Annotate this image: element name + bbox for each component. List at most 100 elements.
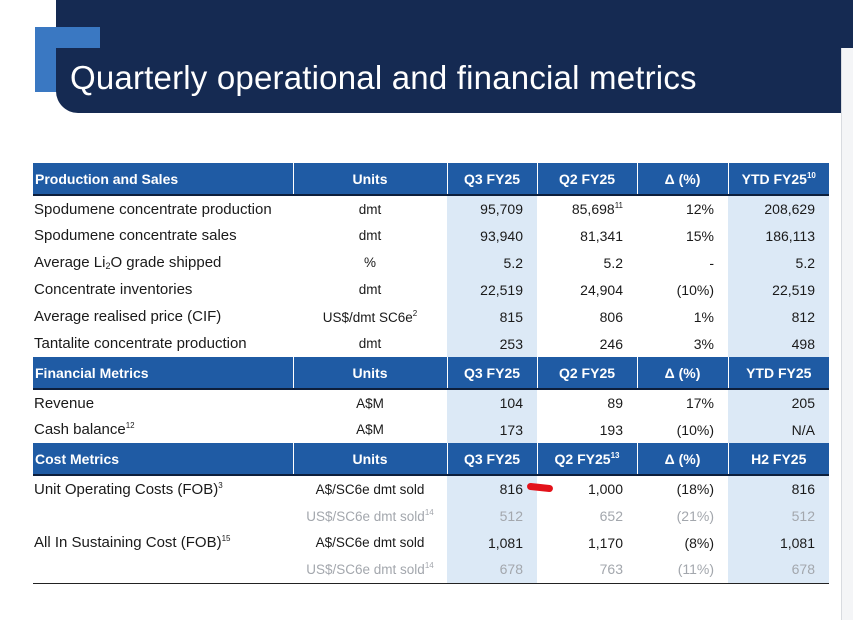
row-units: US$/dmt SC6e2	[322, 308, 418, 325]
row-ytd: 22,519	[728, 276, 829, 303]
row-delta: (18%)	[676, 481, 714, 497]
header-section-label: Financial Metrics	[33, 357, 294, 389]
row-q2: 89	[607, 395, 623, 411]
row-delta: 15%	[685, 227, 714, 244]
row-ytd: 5.2	[728, 249, 829, 276]
row-units: dmt	[358, 228, 382, 243]
row-q3: 1,081	[447, 529, 537, 556]
row-label: Spodumene concentrate sales	[34, 227, 237, 244]
table-row: Tantalite concentrate production dmt 253…	[33, 330, 829, 357]
financial-header-row: Financial Metrics Units Q3 FY25 Q2 FY25 …	[33, 357, 829, 389]
table-row: Average realised price (CIF) US$/dmt SC6…	[33, 303, 829, 330]
row-q2: 652	[599, 507, 623, 524]
row-q2: 193	[599, 421, 623, 438]
row-label: All In Sustaining Cost (FOB)15	[34, 534, 231, 551]
row-units: dmt	[358, 201, 382, 217]
header-q3: Q3 FY25	[447, 357, 538, 389]
row-delta: (11%)	[637, 556, 728, 584]
table-row: All In Sustaining Cost (FOB)15 A$/SC6e d…	[33, 529, 829, 556]
scroll-strip	[841, 48, 853, 620]
row-ytd: 512	[728, 502, 829, 529]
row-q3: 253	[447, 330, 537, 357]
row-q3: 22,519	[447, 276, 537, 303]
row-q2: 763	[537, 556, 637, 584]
row-delta: (8%)	[684, 534, 714, 551]
header-q2: Q2 FY25	[537, 163, 638, 195]
page-title: Quarterly operational and financial metr…	[70, 59, 697, 96]
row-q3: 5.2	[447, 249, 537, 276]
row-ytd: 208,629	[728, 195, 829, 222]
row-label: Cash balance12	[34, 421, 135, 438]
header-q3: Q3 FY25	[447, 443, 538, 475]
row-ytd: 812	[728, 303, 829, 330]
row-delta: (10%)	[676, 281, 714, 298]
row-units: US$/SC6e dmt sold14	[306, 507, 434, 524]
row-q2: 806	[599, 308, 623, 325]
header-q2: Q2 FY2513	[537, 443, 638, 475]
header-delta: Δ (%)	[637, 443, 729, 475]
row-q3: 95,709	[447, 195, 537, 222]
row-label: Tantalite concentrate production	[34, 335, 247, 352]
row-units: dmt	[358, 282, 382, 297]
row-q3: 512	[447, 502, 537, 529]
row-delta: 12%	[685, 201, 714, 217]
row-label: Revenue	[34, 394, 95, 412]
row-label	[33, 556, 293, 584]
row-delta: (21%)	[676, 507, 714, 524]
row-units: A$M	[356, 395, 384, 411]
row-label: Concentrate inventories	[34, 281, 193, 298]
header-units: Units	[293, 443, 448, 475]
row-ytd: 678	[728, 556, 829, 584]
row-units: %	[363, 255, 376, 270]
row-units: A$M	[356, 422, 384, 437]
row-units: A$/SC6e dmt sold	[315, 481, 425, 497]
row-q3: 678	[447, 556, 537, 584]
row-units: US$/SC6e dmt sold14	[293, 556, 447, 584]
row-q3: 93,940	[447, 222, 537, 249]
header-ytd: YTD FY25	[728, 357, 829, 389]
row-delta: 3%	[693, 335, 714, 352]
row-q3: 815	[447, 303, 537, 330]
table-row: Cash balance12 A$M 173 193 (10%) N/A	[33, 416, 829, 443]
row-label: Unit Operating Costs (FOB)3	[34, 480, 223, 498]
row-ytd: 186,113	[728, 222, 829, 249]
accent-cut	[56, 48, 100, 92]
row-q3: 816	[447, 475, 537, 502]
row-q2: 85,69811	[571, 201, 623, 217]
header-delta: Δ (%)	[637, 163, 729, 195]
row-q2: 246	[599, 335, 623, 352]
row-label: Spodumene concentrate production	[34, 200, 272, 218]
table-row: US$/SC6e dmt sold14 678 763 (11%) 678	[33, 556, 829, 584]
header-units: Units	[293, 163, 448, 195]
header-ytd: YTD FY2510	[728, 163, 829, 195]
header-delta: Δ (%)	[637, 357, 729, 389]
header-section-label: Production and Sales	[33, 163, 294, 195]
row-delta: (10%)	[676, 421, 714, 438]
header-section-label: Cost Metrics	[33, 443, 294, 475]
cost-header-row: Cost Metrics Units Q3 FY25 Q2 FY2513 Δ (…	[33, 443, 829, 475]
table-row: Spodumene concentrate production dmt 95,…	[33, 195, 829, 222]
row-q2: 1,170	[587, 534, 623, 551]
metrics-table: Production and Sales Units Q3 FY25 Q2 FY…	[33, 163, 829, 584]
row-ytd: N/A	[728, 416, 829, 443]
row-ytd: 205	[728, 389, 829, 416]
row-ytd: 1,081	[728, 529, 829, 556]
row-q2: 24,904	[580, 281, 623, 298]
row-q2: 1,000	[587, 481, 623, 497]
row-units: A$/SC6e dmt sold	[315, 535, 425, 550]
row-units: dmt	[358, 336, 382, 351]
header-q2: Q2 FY25	[537, 357, 638, 389]
row-delta: 17%	[685, 395, 714, 411]
table-row: Unit Operating Costs (FOB)3 A$/SC6e dmt …	[33, 475, 829, 502]
row-q3: 173	[447, 416, 537, 443]
row-label	[33, 502, 293, 529]
row-label: Average Li2O grade shipped	[34, 254, 222, 271]
production-header-row: Production and Sales Units Q3 FY25 Q2 FY…	[33, 163, 829, 195]
header-ytd: H2 FY25	[728, 443, 829, 475]
row-q2: 5.2	[603, 254, 623, 271]
row-q3: 104	[447, 389, 537, 416]
table-row: US$/SC6e dmt sold14 512 652 (21%) 512	[33, 502, 829, 529]
row-delta: -	[709, 254, 714, 271]
table-row: Average Li2O grade shipped % 5.2 5.2 - 5…	[33, 249, 829, 276]
row-label: Average realised price (CIF)	[34, 308, 222, 325]
